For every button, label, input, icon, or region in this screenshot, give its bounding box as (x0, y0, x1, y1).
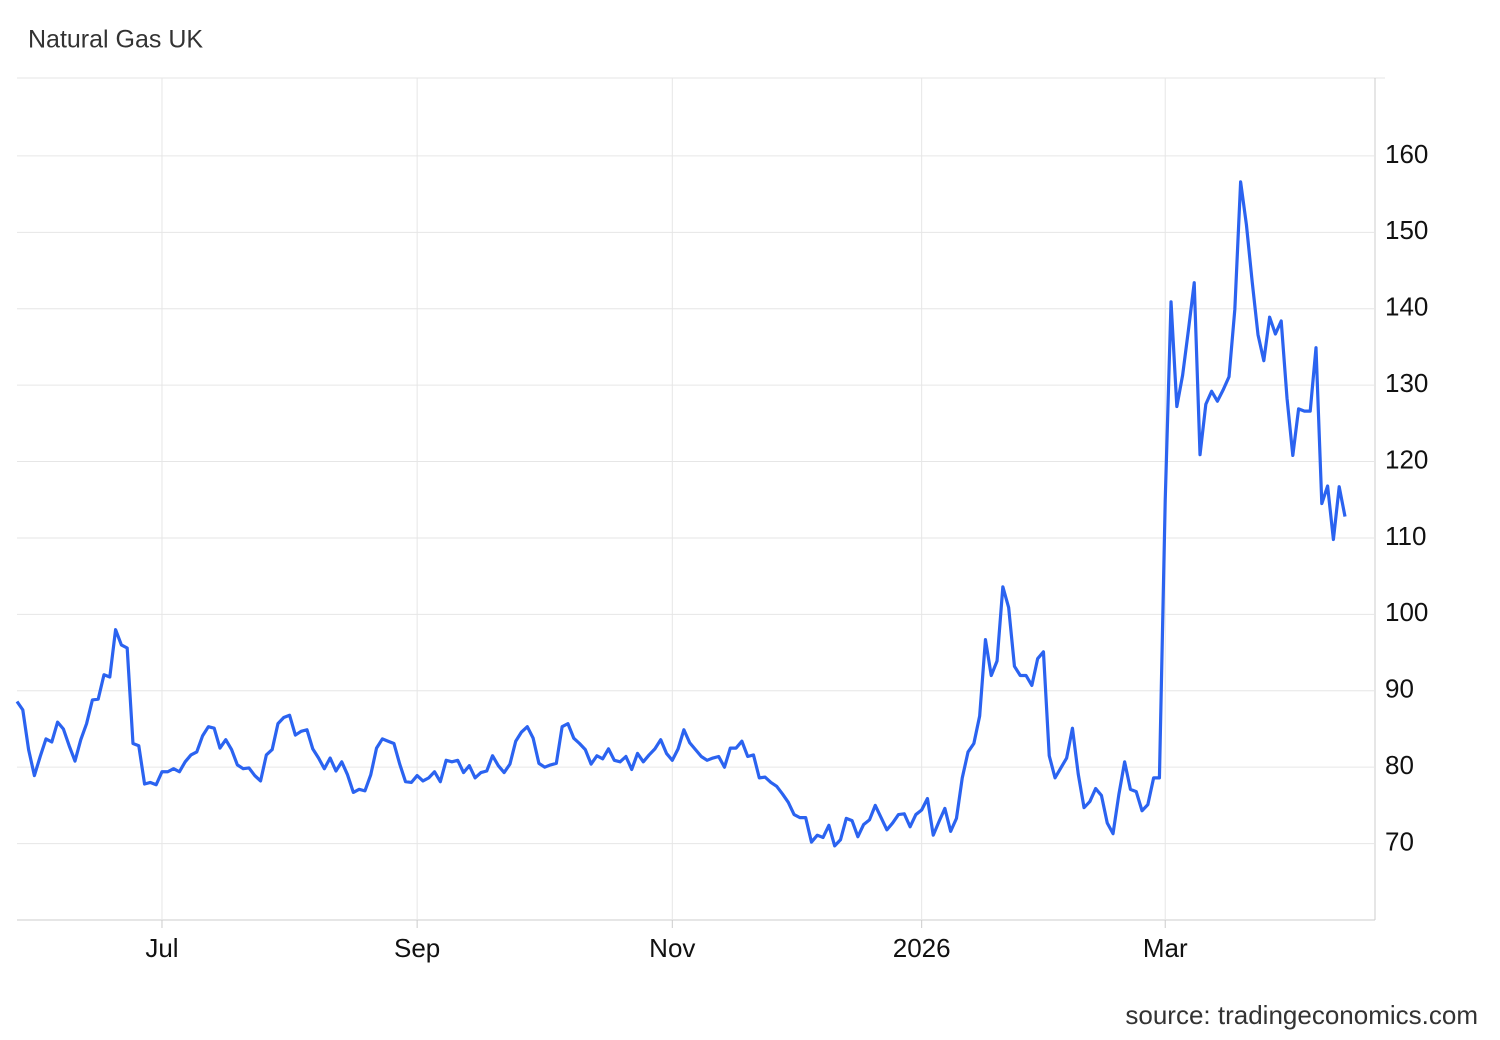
y-tick-label: 130 (1385, 368, 1428, 398)
y-tick-label: 150 (1385, 215, 1428, 245)
y-tick-label: 110 (1385, 521, 1426, 551)
x-tick-label: Mar (1143, 933, 1188, 963)
chart-title: Natural Gas UK (28, 26, 203, 54)
y-tick-label: 120 (1385, 444, 1428, 474)
y-tick-label: 100 (1385, 597, 1428, 627)
y-tick-label: 160 (1385, 139, 1428, 169)
price-line (15, 180, 1347, 848)
x-tick-label: Jul (145, 933, 178, 963)
y-tick-label: 80 (1385, 750, 1414, 780)
x-tick-label: Nov (649, 933, 695, 963)
y-tick-label: 140 (1385, 292, 1428, 322)
y-tick-label: 90 (1385, 674, 1414, 704)
source: source: tradingeconomics.com (1125, 1000, 1478, 1030)
x-tick-label: Sep (394, 933, 440, 963)
y-tick-label: 70 (1385, 826, 1414, 856)
x-tick-label: 2026 (893, 933, 951, 963)
